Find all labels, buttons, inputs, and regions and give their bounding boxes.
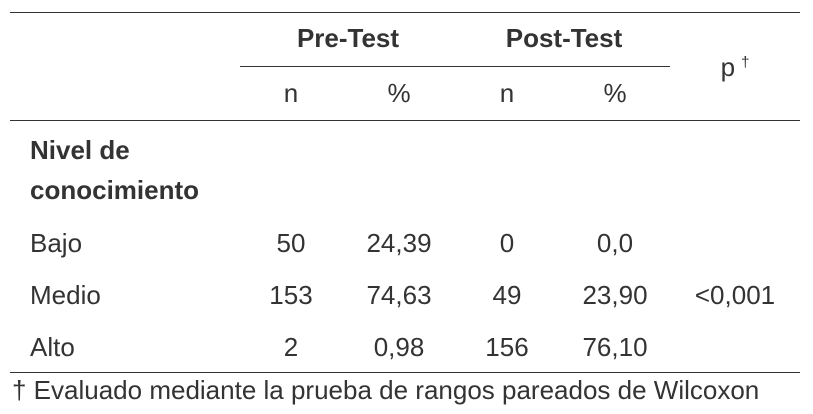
row-label: Alto [30, 332, 75, 362]
subheader: n [499, 78, 515, 108]
p-label: p [720, 52, 736, 82]
subheader: % [387, 78, 411, 108]
section-label: Nivel de conocimiento [30, 135, 200, 205]
cell: 0,98 [373, 332, 425, 362]
subheader: % [603, 78, 627, 108]
group-header: Pre-Test [296, 23, 400, 53]
cell: 74,63 [366, 280, 432, 310]
cell: 153 [269, 280, 313, 310]
group-rule [240, 66, 670, 67]
subheader: n [283, 78, 299, 108]
cell: 24,39 [366, 228, 432, 258]
cell: 50 [276, 228, 306, 258]
cell: 2 [283, 332, 299, 362]
row-label: Bajo [30, 228, 83, 258]
cell: 0 [499, 228, 515, 258]
header-rule [10, 120, 800, 121]
footnote: † Evaluado mediante la prueba de rangos … [12, 375, 760, 405]
group-header: Post-Test [505, 23, 623, 53]
cell: 0,0 [596, 228, 634, 258]
cell: 76,10 [582, 332, 648, 362]
p-mark: † [741, 54, 750, 71]
top-rule [10, 12, 800, 13]
row-label: Medio [30, 280, 101, 310]
bottom-rule [10, 372, 800, 373]
cell: 23,90 [582, 280, 648, 310]
cell: 156 [485, 332, 529, 362]
p-value: <0,001 [694, 280, 776, 310]
cell: 49 [492, 280, 522, 310]
p-header: p † [721, 52, 750, 82]
